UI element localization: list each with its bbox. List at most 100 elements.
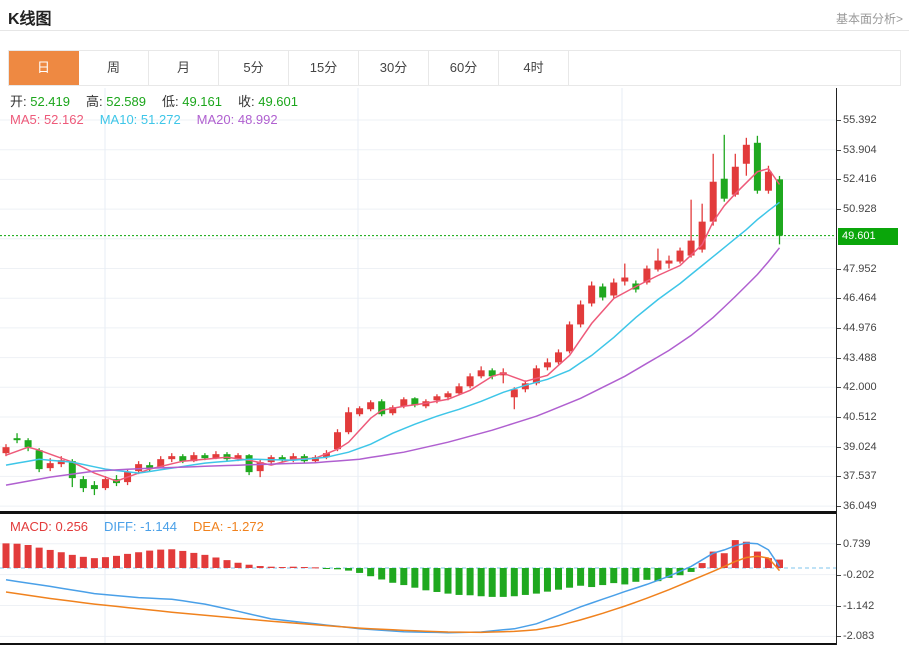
- macd-bar: [356, 568, 364, 573]
- candle: [776, 175, 783, 245]
- candle: [510, 387, 518, 410]
- candle: [411, 397, 419, 408]
- macd-bar: [499, 568, 507, 597]
- macd-bar: [68, 554, 76, 568]
- candlestick-chart[interactable]: [0, 88, 836, 511]
- tab-5分[interactable]: 5分: [219, 51, 289, 85]
- macd-bar: [245, 564, 253, 568]
- candle: [79, 476, 87, 493]
- macd-bar: [13, 543, 21, 568]
- candle: [588, 281, 596, 307]
- macd-bar: [753, 551, 761, 568]
- legend-high: 高: 52.589: [86, 94, 146, 109]
- candle: [278, 455, 286, 463]
- macd-bar: [588, 568, 596, 588]
- candle: [499, 368, 507, 384]
- candle: [709, 153, 717, 226]
- macd-bar: [466, 568, 474, 596]
- y-axis-tick: [837, 179, 841, 181]
- candle: [101, 476, 109, 491]
- tab-4时[interactable]: 4时: [499, 51, 569, 85]
- candle: [13, 433, 21, 444]
- candle: [334, 429, 341, 452]
- y-axis-tick: [837, 357, 841, 359]
- macd-bar: [157, 549, 165, 568]
- ma20-line: [5, 247, 781, 486]
- macd-bar: [632, 568, 640, 582]
- macd-chart[interactable]: [0, 514, 836, 643]
- macd-bar: [179, 550, 187, 568]
- y-axis-label: 39.024: [843, 440, 877, 453]
- y-axis-label: 50.928: [843, 203, 877, 216]
- candle: [610, 278, 618, 299]
- candle: [599, 283, 607, 301]
- macd-legend: MACD: 0.256 DIFF: -1.144 DEA: -1.272: [10, 519, 280, 534]
- fundamental-analysis-link[interactable]: 基本面分析>: [835, 12, 903, 26]
- candle: [521, 380, 529, 393]
- bottom-border: [0, 643, 836, 645]
- tab-日[interactable]: 日: [9, 51, 79, 85]
- y-axis-label: 36.049: [843, 500, 877, 513]
- tab-60分[interactable]: 60分: [429, 51, 499, 85]
- macd-bar: [234, 562, 242, 568]
- macd-bar: [223, 560, 231, 568]
- macd-bar: [764, 558, 772, 568]
- y-axis-label: 37.537: [843, 470, 877, 483]
- y-axis-label: 43.488: [843, 351, 877, 364]
- panel-divider: [0, 511, 836, 514]
- tab-15分[interactable]: 15分: [289, 51, 359, 85]
- macd-bar: [566, 568, 574, 588]
- legend-ma5: MA5: 52.162: [10, 112, 84, 127]
- macd-bar: [687, 568, 695, 572]
- macd-bar: [742, 541, 750, 568]
- candle: [753, 135, 761, 194]
- macd-bar: [124, 553, 132, 568]
- tab-30分[interactable]: 30分: [359, 51, 429, 85]
- macd-bar: [334, 568, 341, 570]
- macd-bar: [46, 549, 54, 568]
- candle: [543, 358, 551, 371]
- candle: [378, 399, 386, 417]
- current-price-badge: 49.601: [838, 227, 898, 245]
- candle: [488, 368, 496, 380]
- diff-line: [5, 542, 781, 634]
- candle: [720, 134, 728, 202]
- y-axis-label: 52.416: [843, 173, 877, 186]
- macd-bar: [389, 568, 397, 583]
- candle: [389, 405, 397, 416]
- macd-bar: [278, 567, 286, 569]
- y-axis-label: 46.464: [843, 292, 877, 305]
- y-axis-tick: [837, 417, 841, 418]
- y-axis-tick: [837, 298, 841, 300]
- macd-bar: [57, 552, 65, 568]
- macd-bar: [411, 568, 419, 588]
- macd-bar: [113, 555, 120, 568]
- macd-bar: [212, 557, 220, 568]
- candle: [24, 438, 32, 452]
- timeframe-tabs: 日周月 5分 15分 30分 60分 4时: [8, 50, 901, 86]
- macd-axis-tick: [837, 605, 841, 607]
- candle: [356, 406, 364, 417]
- macd-bar: [168, 549, 176, 568]
- candle: [566, 321, 574, 354]
- macd-bar: [24, 545, 32, 568]
- candle: [665, 255, 673, 269]
- macd-bar: [477, 568, 485, 597]
- legend-ma20: MA20: 48.992: [196, 112, 278, 127]
- y-axis-label: 53.904: [843, 143, 877, 156]
- candle: [477, 366, 485, 379]
- y-axis-tick: [837, 506, 841, 508]
- macd-axis-label: 0.739: [843, 537, 871, 550]
- macd-axis-tick: [837, 543, 841, 545]
- y-axis-label: 40.512: [843, 411, 877, 423]
- candle: [555, 349, 562, 365]
- tab-月[interactable]: 月: [149, 51, 219, 85]
- candle: [90, 481, 98, 496]
- macd-bar: [256, 566, 264, 568]
- macd-bar: [599, 568, 607, 586]
- tab-周[interactable]: 周: [79, 51, 149, 85]
- macd-bar: [698, 563, 706, 568]
- candle: [687, 199, 695, 258]
- legend-open: 开: 52.419: [10, 94, 70, 109]
- macd-bar: [444, 568, 452, 594]
